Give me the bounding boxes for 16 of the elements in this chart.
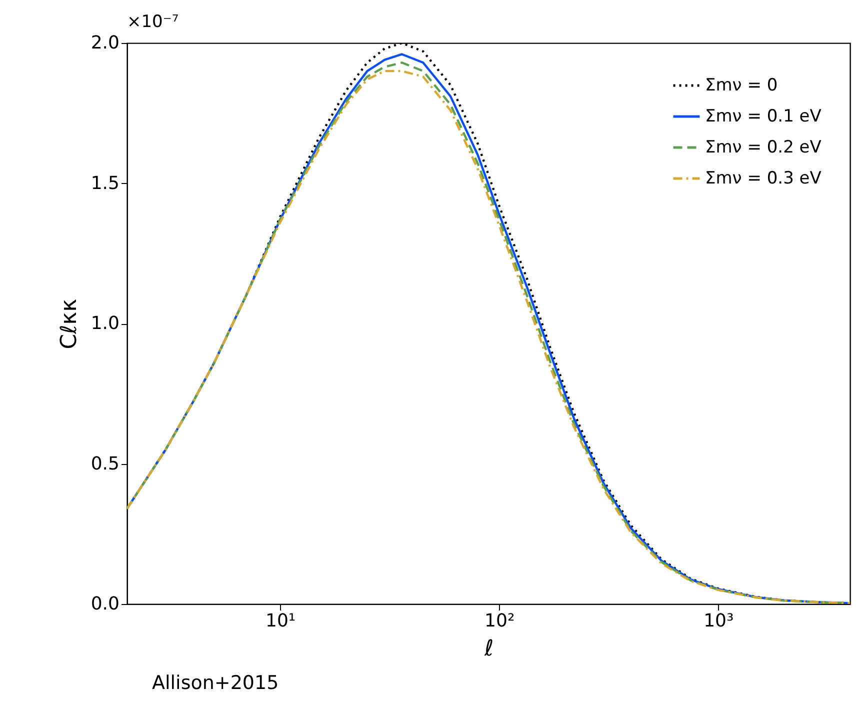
y-tick-label: 0.0 [90,594,120,614]
legend-label: Σmν = 0 [705,76,778,96]
y-axis-title: Cℓκκ [56,298,82,350]
legend-label: Σmν = 0.1 eV [705,106,822,126]
x-axis-title: ℓ [483,636,494,662]
x-tick-label: 10¹ [266,610,296,632]
legend-label: Σmν = 0.3 eV [705,168,822,188]
y-tick-label: 2.0 [90,32,120,54]
x-tick-label: 10² [484,610,515,632]
legend-label: Σmν = 0.2 eV [705,138,822,158]
y-tick-label: 0.5 [90,453,120,474]
x-tick-label: 10³ [704,610,734,632]
text: ×10⁻⁷ [127,12,179,32]
y-tick-label: 1.0 [90,313,120,334]
text: Allison+2015 [152,672,279,694]
y-tick-label: 1.5 [90,172,120,194]
